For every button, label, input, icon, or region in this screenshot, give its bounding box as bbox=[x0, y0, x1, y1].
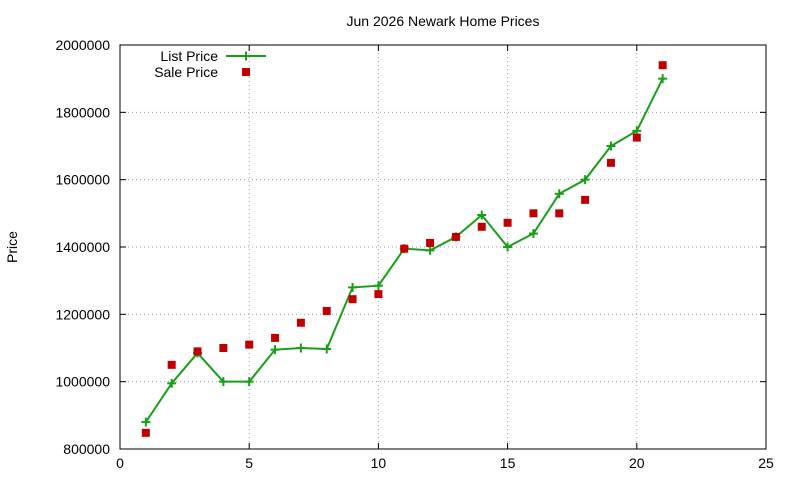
data-point bbox=[348, 295, 357, 304]
axes-layer: 0 5 10 15 20 25 800000 1000000 1200000 1400000 160… bbox=[55, 37, 774, 471]
data-point bbox=[270, 345, 280, 355]
data-point bbox=[632, 133, 641, 142]
x-tick-label: 5 bbox=[245, 455, 253, 471]
data-point bbox=[529, 209, 538, 218]
x-tick-label: 15 bbox=[500, 455, 516, 471]
y-tick-label: 2000000 bbox=[55, 37, 110, 53]
grid-layer bbox=[120, 45, 766, 449]
data-point bbox=[477, 210, 487, 220]
legend-marker bbox=[242, 68, 250, 76]
data-point bbox=[348, 282, 358, 292]
series-layer bbox=[141, 61, 668, 437]
legend-entry: List Price bbox=[160, 48, 266, 64]
data-point bbox=[606, 141, 616, 151]
y-tick-label: 800000 bbox=[63, 441, 110, 457]
series-1 bbox=[141, 61, 667, 437]
data-point bbox=[219, 344, 228, 352]
data-point bbox=[167, 360, 176, 369]
data-point bbox=[296, 343, 306, 353]
x-tick-label: 20 bbox=[629, 455, 645, 471]
data-point bbox=[373, 281, 383, 291]
y-axis-label: Price bbox=[4, 231, 20, 263]
data-point bbox=[322, 344, 332, 354]
x-tick-label: 0 bbox=[116, 455, 124, 471]
data-point bbox=[322, 306, 331, 315]
data-point bbox=[244, 377, 254, 387]
data-point bbox=[503, 218, 512, 227]
data-point bbox=[425, 245, 435, 255]
y-tick-label: 1600000 bbox=[55, 172, 110, 188]
data-point bbox=[528, 229, 538, 239]
data-point bbox=[141, 428, 150, 437]
x-tick-label: 25 bbox=[758, 455, 774, 471]
data-point bbox=[477, 222, 486, 231]
data-point bbox=[503, 242, 513, 252]
data-point bbox=[658, 74, 668, 84]
data-point bbox=[426, 238, 435, 247]
x-tick-label: 10 bbox=[371, 455, 387, 471]
chart-title: Jun 2026 Newark Home Prices bbox=[347, 13, 540, 29]
data-point bbox=[451, 232, 460, 241]
data-point bbox=[218, 377, 228, 387]
legend-entry: Sale Price bbox=[154, 64, 250, 80]
y-tick-label: 1400000 bbox=[55, 239, 110, 255]
data-point bbox=[581, 195, 590, 204]
data-point bbox=[296, 318, 305, 327]
data-point bbox=[141, 417, 151, 427]
data-point bbox=[606, 158, 615, 167]
legend-label: List Price bbox=[160, 48, 218, 64]
legend-label: Sale Price bbox=[154, 64, 218, 80]
data-point bbox=[554, 189, 564, 199]
data-point bbox=[245, 340, 254, 349]
data-point bbox=[193, 347, 202, 356]
data-point bbox=[167, 378, 177, 388]
y-tick-label: 1800000 bbox=[55, 104, 110, 120]
y-tick-label: 1000000 bbox=[55, 374, 110, 390]
data-point bbox=[658, 61, 667, 70]
data-point bbox=[374, 290, 383, 299]
data-point bbox=[271, 333, 280, 342]
data-point bbox=[400, 244, 409, 253]
legend-marker bbox=[241, 51, 251, 61]
y-tick-label: 1200000 bbox=[55, 306, 110, 322]
data-point bbox=[555, 209, 564, 218]
data-point bbox=[580, 175, 590, 185]
